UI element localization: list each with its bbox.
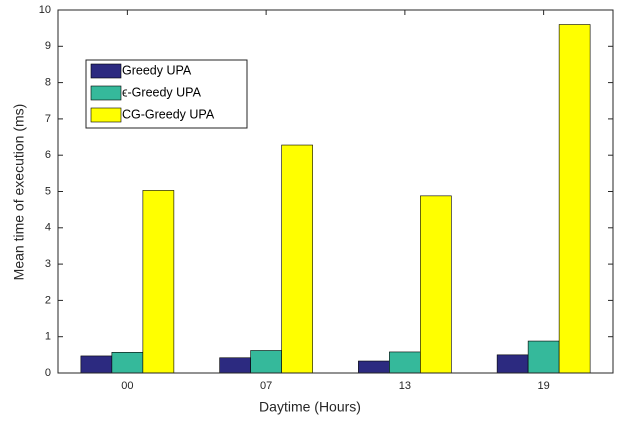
bar <box>496 354 529 374</box>
bar <box>111 352 144 374</box>
bar <box>281 144 313 374</box>
bar <box>358 360 390 374</box>
legend-label: Greedy UPA <box>122 63 192 77</box>
bar <box>80 355 113 374</box>
plot-frame <box>57 9 614 374</box>
y-tick-label: 4 <box>45 222 51 234</box>
bar <box>142 190 175 374</box>
legend-swatch <box>90 107 122 123</box>
y-tick-label: 6 <box>45 149 51 161</box>
x-tick-label: 13 <box>399 380 411 392</box>
y-tick-label: 8 <box>45 77 51 89</box>
x-axis-label: Daytime (Hours) <box>259 399 361 415</box>
legend-label: CG-Greedy UPA <box>122 107 215 121</box>
x-tick-label: 07 <box>260 380 272 392</box>
legend-swatch <box>90 85 122 101</box>
y-tick-label: 7 <box>45 113 51 125</box>
y-tick-label: 5 <box>45 185 51 197</box>
bar <box>219 357 251 374</box>
y-axis-label: Mean time of execution (ms) <box>11 104 27 281</box>
bar <box>527 340 560 374</box>
y-tick-label: 1 <box>45 331 51 343</box>
legend-swatch <box>90 63 122 79</box>
x-tick-label: 00 <box>121 380 133 392</box>
bar <box>250 350 282 374</box>
x-tick-label: 19 <box>538 380 550 392</box>
y-tick-label: 9 <box>45 40 51 52</box>
bar <box>420 195 452 374</box>
bar <box>558 24 591 374</box>
legend-label: ϵ-Greedy UPA <box>122 85 202 99</box>
y-tick-label: 0 <box>45 367 51 379</box>
bar <box>389 351 421 374</box>
y-tick-label: 3 <box>45 258 51 270</box>
y-tick-label: 2 <box>45 294 51 306</box>
y-tick-label: 10 <box>39 4 51 16</box>
